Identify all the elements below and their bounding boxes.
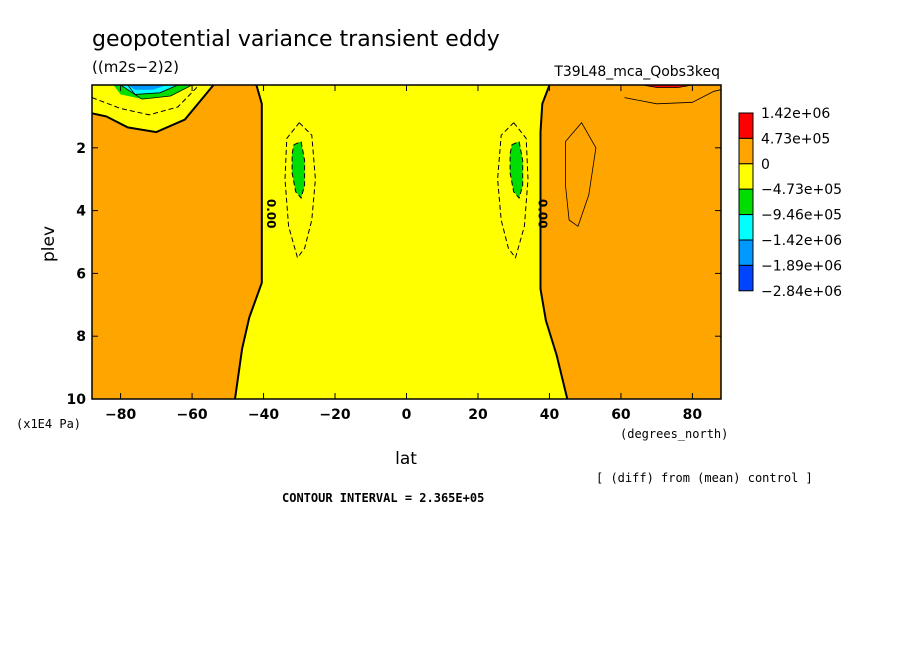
x-tick-label: −20 [319, 407, 350, 423]
contour-labels: 0.00 0.00 [264, 199, 550, 229]
run-label: T39L48_mca_Qobs3keq [553, 64, 720, 80]
header: geopotential variance transient eddy ((m… [92, 27, 720, 80]
contour-line-solid [234, 85, 263, 399]
y-tick-label: 2 [76, 141, 86, 157]
contour-line-dashed [291, 140, 306, 200]
contour-line-thin [642, 85, 693, 88]
y-tick-label: 4 [76, 204, 86, 220]
diff-note: [ (diff) from (mean) control ] [596, 471, 813, 485]
legend-swatch [738, 112, 754, 139]
x-tick-label: 60 [611, 407, 631, 423]
legend-label: 0 [761, 157, 770, 173]
x-tick-label: 0 [402, 407, 412, 423]
x-tick-label: 40 [540, 407, 560, 423]
contour-line-thin [624, 89, 721, 105]
legend-label: −4.73e+05 [761, 182, 842, 198]
contour-label: 0.00 [536, 199, 550, 229]
legend-swatch [738, 214, 754, 241]
legend-swatch [738, 163, 754, 190]
region-south-negative-core [292, 141, 305, 198]
contour-interval: CONTOUR INTERVAL = 2.365E+05 [282, 491, 484, 505]
contour-label: 0.00 [264, 199, 278, 229]
contour-line-thin [565, 122, 597, 227]
y-axis-units: (x1E4 Pa) [16, 417, 81, 431]
x-tick-label: 20 [468, 407, 488, 423]
legend-swatch [738, 239, 754, 266]
x-axis-units: (degrees_north) [620, 427, 728, 441]
legend-swatch [738, 188, 754, 216]
contour-line-dashed [284, 122, 316, 259]
x-tick-label: −40 [248, 407, 279, 423]
region-polar-negative [92, 85, 214, 133]
contour-line-solid [92, 85, 215, 134]
contour-line-solid [539, 85, 569, 399]
legend-label: −9.46e+05 [761, 208, 842, 224]
contour-line-thin [120, 85, 193, 100]
x-axis-label: lat [395, 449, 417, 469]
chart-units: ((m2s−2)2) [92, 58, 179, 76]
region-polar-blue [127, 85, 168, 90]
region-southern-positive [92, 85, 262, 399]
x-axis-ticks: −80 −60 −40 −20 0 20 40 60 80 [105, 85, 702, 423]
contour-lines [92, 85, 721, 399]
legend-label: −1.42e+06 [761, 233, 842, 249]
region-north-negative-core [510, 141, 523, 198]
y-axis-label: plev [39, 226, 59, 262]
y-tick-label: 8 [76, 329, 86, 345]
legend-label: 4.73e+05 [761, 131, 830, 147]
y-tick-label: 6 [76, 266, 86, 282]
contour-line-dashed [509, 140, 524, 200]
legend-swatch [738, 137, 754, 165]
legend-swatch [738, 264, 754, 292]
filled-regions [92, 85, 721, 399]
contour-line-thin [127, 85, 178, 95]
legend-label: −2.84e+06 [761, 284, 842, 300]
y-tick-label: 10 [67, 392, 87, 408]
legend-label: 1.42e+06 [761, 106, 830, 122]
x-tick-label: 80 [683, 407, 703, 423]
y-axis-ticks: 2 4 6 8 10 [67, 141, 721, 408]
contour-line-dashed [497, 122, 529, 259]
chart-title: geopotential variance transient eddy [92, 27, 500, 52]
x-tick-label: −80 [105, 407, 136, 423]
x-tick-label: −60 [176, 407, 207, 423]
region-northern-positive [540, 85, 721, 399]
legend-label: −1.89e+06 [761, 258, 842, 274]
plot-area: 0.00 0.00 −80 −60 −40 −20 0 20 40 60 80 2 4 6 8 10 [67, 84, 722, 423]
color-legend: 1.42e+06 4.73e+05 0 −4.73e+05 −9.46e+05 −1.42… [738, 106, 842, 300]
contour-line-dashed [92, 85, 200, 116]
